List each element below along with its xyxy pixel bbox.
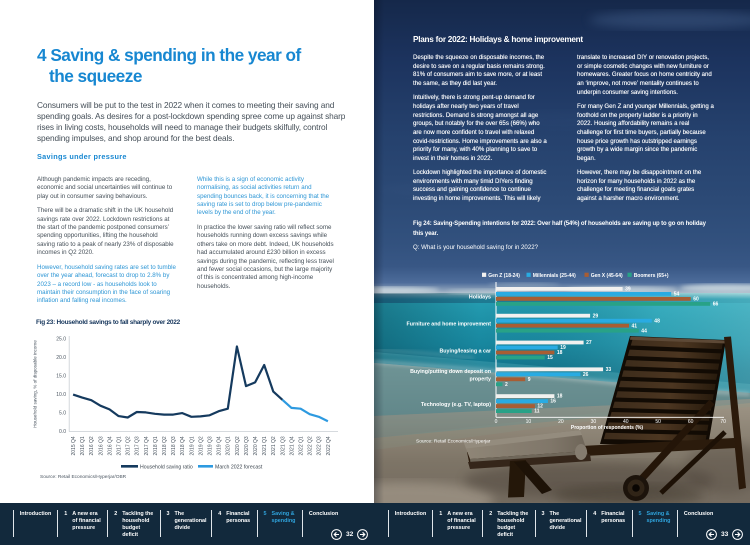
svg-text:15: 15 (547, 355, 553, 361)
svg-text:2022 Q4: 2022 Q4 (326, 436, 332, 455)
svg-text:Source: Retail Economics/Hyper: Source: Retail Economics/Hyperjar (416, 439, 491, 445)
svg-text:18: 18 (557, 350, 563, 356)
svg-text:33: 33 (606, 367, 612, 373)
svg-text:2018 Q3: 2018 Q3 (171, 436, 177, 455)
svg-text:2021 Q3: 2021 Q3 (280, 436, 286, 455)
svg-text:property: property (470, 376, 492, 382)
svg-text:Furniture and home improvement: Furniture and home improvement (407, 322, 492, 328)
svg-text:Millennials (25-44): Millennials (25-44) (533, 273, 576, 279)
svg-text:60: 60 (693, 297, 699, 303)
svg-text:5.0: 5.0 (59, 411, 66, 417)
svg-text:19: 19 (560, 345, 566, 351)
svg-text:2021 Q2: 2021 Q2 (271, 436, 277, 455)
svg-text:2020 Q4: 2020 Q4 (253, 436, 259, 455)
svg-text:25.0: 25.0 (56, 337, 66, 343)
svg-text:Buying/leasing a car: Buying/leasing a car (439, 348, 491, 354)
svg-text:2019 Q1: 2019 Q1 (189, 436, 195, 455)
svg-text:2022 Q1: 2022 Q1 (299, 436, 305, 455)
svg-text:Household saving, % of disposa: Household saving, % of disposable income (33, 340, 38, 428)
svg-text:Buying/putting down deposit on: Buying/putting down deposit on (410, 369, 491, 375)
svg-text:40: 40 (623, 419, 629, 425)
svg-text:18: 18 (557, 394, 563, 400)
svg-text:29: 29 (593, 313, 599, 319)
svg-text:0.0: 0.0 (59, 429, 66, 435)
svg-text:2015 Q4: 2015 Q4 (71, 436, 77, 455)
svg-text:2022 Q2: 2022 Q2 (308, 436, 314, 455)
svg-text:Gen Z (18-24): Gen Z (18-24) (488, 273, 520, 279)
svg-text:0: 0 (495, 419, 498, 425)
svg-text:60: 60 (688, 419, 694, 425)
svg-text:66: 66 (713, 302, 719, 308)
svg-text:Boomers (65+): Boomers (65+) (634, 273, 669, 279)
svg-text:15.0: 15.0 (56, 374, 66, 380)
svg-text:2016 Q3: 2016 Q3 (98, 436, 104, 455)
svg-text:20.0: 20.0 (56, 355, 66, 361)
svg-text:2021 Q4: 2021 Q4 (289, 436, 295, 455)
svg-text:Proportion of respondents (%): Proportion of respondents (%) (571, 425, 644, 431)
svg-text:2016 Q4: 2016 Q4 (107, 436, 113, 455)
svg-text:30: 30 (591, 419, 597, 425)
svg-text:2020 Q2: 2020 Q2 (235, 436, 241, 455)
svg-text:44: 44 (641, 328, 647, 334)
svg-text:48: 48 (654, 318, 660, 324)
svg-text:26: 26 (583, 372, 589, 378)
svg-text:10.0: 10.0 (56, 392, 66, 398)
svg-text:2020 Q1: 2020 Q1 (226, 436, 232, 455)
svg-text:20: 20 (558, 419, 564, 425)
svg-text:2017 Q2: 2017 Q2 (126, 436, 132, 455)
svg-text:2: 2 (505, 382, 508, 388)
svg-text:2019 Q2: 2019 Q2 (198, 436, 204, 455)
svg-text:2017 Q1: 2017 Q1 (117, 436, 123, 455)
svg-text:March 2022 forecast: March 2022 forecast (215, 464, 263, 470)
svg-text:Household saving ratio: Household saving ratio (140, 464, 193, 470)
svg-text:27: 27 (586, 340, 592, 346)
svg-text:2021 Q1: 2021 Q1 (262, 436, 268, 455)
svg-text:2016 Q1: 2016 Q1 (80, 436, 86, 455)
svg-text:2018 Q4: 2018 Q4 (180, 436, 186, 455)
svg-text:70: 70 (720, 419, 726, 425)
svg-text:2022 Q3: 2022 Q3 (317, 436, 323, 455)
svg-text:2018 Q2: 2018 Q2 (162, 436, 168, 455)
svg-text:2020 Q3: 2020 Q3 (244, 436, 250, 455)
svg-text:50: 50 (655, 419, 661, 425)
svg-text:2019 Q4: 2019 Q4 (217, 436, 223, 455)
svg-text:Gen X (45-64): Gen X (45-64) (591, 273, 623, 279)
svg-text:2019 Q3: 2019 Q3 (208, 436, 214, 455)
svg-text:11: 11 (534, 409, 540, 415)
svg-text:39: 39 (625, 287, 631, 293)
svg-text:9: 9 (528, 377, 531, 383)
svg-text:Holidays: Holidays (469, 295, 491, 301)
svg-text:2017 Q4: 2017 Q4 (144, 436, 150, 455)
svg-text:2018 Q1: 2018 Q1 (153, 436, 159, 455)
svg-text:41: 41 (632, 323, 638, 329)
svg-text:10: 10 (526, 419, 532, 425)
svg-text:12: 12 (537, 404, 543, 410)
svg-text:54: 54 (674, 292, 680, 298)
svg-text:2016 Q2: 2016 Q2 (89, 436, 95, 455)
svg-text:16: 16 (550, 399, 556, 405)
svg-text:Technology (e.g. TV, laptop): Technology (e.g. TV, laptop) (421, 402, 491, 408)
svg-text:2017 Q3: 2017 Q3 (135, 436, 141, 455)
svg-text:Source: Retail Economics/Hyper: Source: Retail Economics/Hyperjar/OBR (40, 474, 127, 480)
